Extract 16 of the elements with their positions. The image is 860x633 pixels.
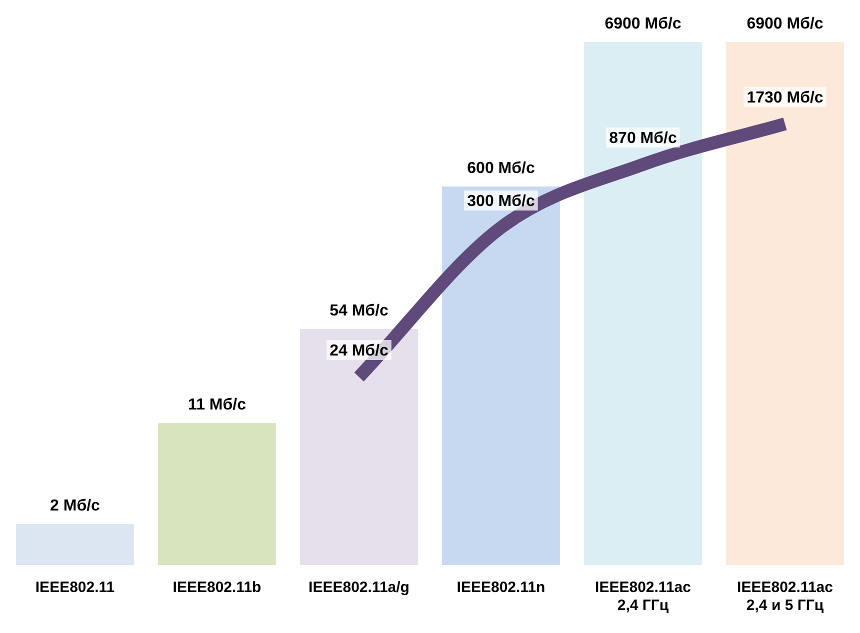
x-tick-label: IEEE802.11a/g [308, 579, 410, 596]
data-label: 24 Мб/с [330, 342, 388, 360]
x-tick-label: IEEE802.11ac 2,4 и 5 ГГц [737, 579, 833, 614]
data-label: 6900 Мб/с [746, 15, 824, 32]
data-label: 300 Мб/с [467, 192, 535, 210]
data-label: 600 Мб/с [467, 160, 535, 177]
x-tick-label: IEEE802.11n [456, 579, 546, 596]
data-label: 6900 Мб/с [604, 15, 682, 32]
data-label: 54 Мб/с [330, 302, 388, 320]
x-tick-label: IEEE802.11 [35, 579, 115, 596]
data-label: 870 Мб/с [609, 130, 677, 147]
data-label: 2 Мб/с [50, 497, 100, 514]
x-tick-label: IEEE802.11ac 2,4 ГГц [595, 579, 691, 614]
x-tick-label: IEEE802.11b [172, 579, 262, 596]
data-label: 11 Мб/с [188, 396, 246, 414]
data-label: 1730 Мб/с [746, 89, 824, 106]
